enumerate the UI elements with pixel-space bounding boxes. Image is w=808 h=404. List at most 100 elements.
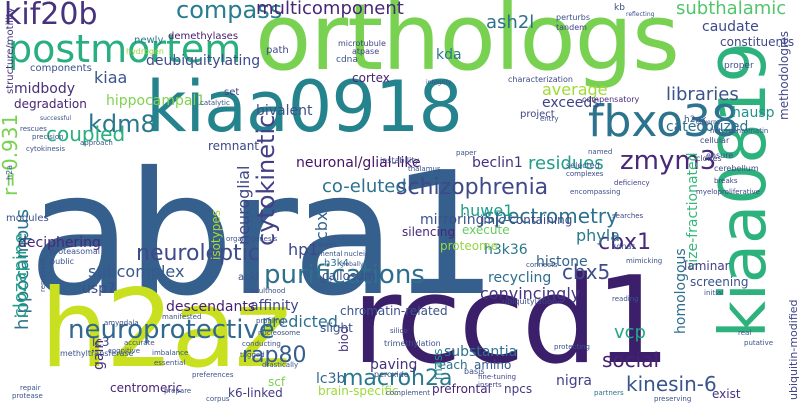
word: compensatory — [582, 95, 640, 104]
word: putative — [744, 339, 774, 347]
word: cognitive — [108, 347, 141, 355]
word: kiaa — [94, 68, 128, 87]
word: laminar — [684, 259, 730, 273]
word: manifested — [162, 313, 202, 321]
word: modules — [6, 213, 49, 224]
word: named — [588, 148, 613, 156]
word: preferences — [192, 371, 234, 379]
word: paper — [456, 149, 477, 157]
word: execute — [462, 223, 510, 237]
word: hp1 — [288, 240, 319, 259]
word: demethylases — [168, 31, 239, 42]
word: amino — [474, 358, 512, 372]
word: libraries — [666, 84, 739, 105]
word: bcl2 — [318, 277, 333, 285]
word: proper — [724, 61, 754, 71]
word: perturbs — [556, 13, 591, 22]
word: cytokinetic — [252, 114, 280, 246]
word: methyltransferase — [60, 349, 134, 358]
word: predicted — [262, 312, 338, 331]
word: chromatin-related — [340, 304, 448, 318]
word: amygdala — [104, 319, 139, 327]
word: zmym3 — [620, 146, 717, 176]
word: co-eluted — [322, 176, 407, 197]
word: remnant — [208, 139, 260, 153]
word: brain-specific — [318, 384, 399, 398]
word: heterochromatin — [710, 127, 769, 135]
word: substantia — [444, 344, 518, 360]
word: proteome — [440, 239, 499, 253]
word: k6-linked — [228, 386, 283, 400]
word: centromeric — [110, 381, 183, 395]
word: entry — [540, 115, 559, 123]
word: drastically — [262, 361, 299, 369]
word: newly — [134, 35, 164, 46]
word: screening — [690, 275, 749, 289]
word: conducting — [242, 340, 281, 348]
word: silencing — [402, 225, 456, 239]
word: imbalance — [152, 349, 189, 357]
word: rescues — [20, 125, 47, 133]
word: neuroleptic — [136, 241, 260, 266]
word: path — [266, 45, 289, 56]
word: spectrometry — [484, 204, 618, 228]
word: tagged — [240, 351, 265, 359]
word: breaks — [714, 177, 738, 185]
word: beclin1 — [472, 155, 523, 171]
word: repair — [20, 384, 41, 392]
word: atpase — [352, 47, 380, 56]
word: midbody — [14, 81, 76, 97]
word: usp7 — [82, 281, 116, 297]
word: postmortem — [8, 27, 242, 71]
word: myeloproliferative — [696, 188, 760, 196]
word: ubiquitylation — [502, 297, 558, 306]
word: structure/motility — [5, 7, 16, 94]
word: cerebellum — [714, 164, 759, 173]
word: integrity — [426, 79, 452, 86]
word: ensure — [706, 151, 734, 160]
word: successful — [40, 115, 72, 122]
word: govern — [696, 119, 717, 126]
word: accurate — [124, 339, 155, 347]
word: globally — [340, 261, 364, 268]
word: complexes — [566, 170, 604, 178]
word: basis — [464, 367, 485, 376]
word: multicomponent — [256, 0, 404, 19]
word: h3k4 — [324, 258, 349, 269]
word: encompassing — [570, 188, 621, 196]
word: represent — [39, 258, 47, 292]
word: essential — [154, 359, 186, 367]
word: orthologs — [255, 0, 680, 91]
word: h2ax — [684, 115, 707, 125]
word: fine-tuning — [478, 373, 517, 381]
word: r=0.931 — [0, 113, 22, 196]
word: phyla — [576, 226, 621, 245]
word: organogenesis — [226, 235, 278, 243]
word: trimethylation — [384, 339, 441, 348]
word: descendants — [166, 299, 256, 315]
word: average — [542, 80, 608, 99]
word: residues — [528, 153, 604, 174]
word: searches — [612, 212, 644, 220]
word: vcp — [614, 322, 646, 343]
word: exceeds — [542, 95, 600, 111]
word: hydrogen — [126, 47, 164, 56]
word: neuroprotective — [68, 315, 275, 345]
word: kiaa0918 — [146, 66, 463, 148]
word: cdnas — [612, 242, 636, 251]
word: characterization — [508, 75, 573, 84]
word: h2az — [40, 267, 291, 392]
word: inserts — [478, 381, 502, 389]
word: neuroglial — [234, 165, 253, 245]
word: reach — [434, 358, 468, 372]
word: kif20b — [4, 0, 98, 32]
word: approach — [80, 139, 113, 147]
word: h3k36 — [484, 242, 528, 258]
word: reading — [612, 295, 639, 303]
word: mental — [318, 250, 343, 258]
word: project — [520, 109, 555, 120]
word: npcs — [504, 382, 533, 396]
word: components — [30, 63, 92, 74]
word: deciphering — [18, 235, 101, 251]
word: protease — [12, 392, 43, 400]
